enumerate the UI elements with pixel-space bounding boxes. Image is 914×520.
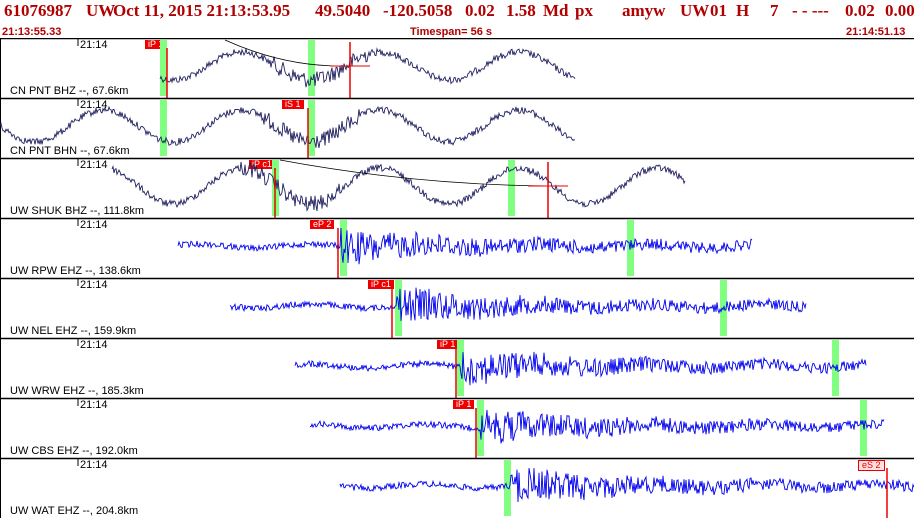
phase-pick-tag[interactable]: iP 1	[145, 40, 167, 49]
waveform-canvas[interactable]	[0, 38, 914, 520]
waveform-trace	[177, 227, 753, 265]
event-network: UW	[86, 1, 116, 20]
channel-label: UW SHUK BHZ --, 111.8km	[10, 205, 145, 217]
waveform-trace	[294, 351, 867, 386]
theoretical-arrival-marker	[308, 100, 315, 156]
phase-pick-tag[interactable]: iP 1	[437, 340, 459, 349]
travel-time-curve	[224, 39, 341, 67]
event-quality: H	[736, 1, 750, 20]
phase-pick-tag[interactable]: iP c1	[368, 280, 394, 289]
theoretical-arrival-marker	[340, 220, 347, 276]
event-err: 0.00	[885, 1, 914, 20]
event-id: 61076987	[4, 1, 72, 20]
event-type: px	[575, 1, 593, 20]
channel-label: UW RPW EHZ --, 138.6km	[10, 265, 141, 277]
phase-pick-tag[interactable]: iP c1	[249, 160, 275, 169]
channel-label: UW WRW EHZ --, 185.3km	[10, 385, 144, 397]
event-rms: 0.02	[845, 1, 875, 20]
event-version: 01	[710, 1, 727, 20]
event-count: 7	[770, 1, 779, 20]
end-time: 21:14:51.13	[846, 26, 906, 38]
event-mag-type: Md	[543, 1, 569, 20]
travel-time-curve	[279, 159, 561, 187]
panel-time-label: 21:14	[80, 399, 108, 411]
event-latitude: 49.5040	[315, 1, 371, 20]
waveform-trace	[229, 287, 807, 321]
event-header: 61076987 UW Oct 11, 2015 21:13:53.95 49.…	[0, 0, 914, 26]
event-depth: 0.02	[465, 1, 495, 20]
channel-label: UW NEL EHZ --, 159.9km	[10, 325, 137, 337]
waveform-trace	[309, 409, 885, 444]
waveform-trace	[339, 468, 914, 503]
theoretical-arrival-marker	[308, 40, 315, 96]
panel-time-label: 21:14	[80, 279, 108, 291]
waveform-trace	[159, 47, 576, 88]
waveform-trace	[111, 161, 686, 212]
event-dashes: - - ---	[792, 1, 829, 20]
panel-time-label: 21:14	[80, 99, 108, 111]
channel-label: CN PNT BHZ --, 67.6km	[10, 85, 129, 97]
event-magnitude: 1.58	[506, 1, 536, 20]
seismogram-panels[interactable]: 21:14 CN PNT BHZ --, 67.6km iP 1 21:14 CN PN…	[0, 38, 914, 520]
panel-time-label: 21:14	[80, 39, 108, 51]
phase-pick-tag[interactable]: eS 2	[858, 460, 885, 471]
panel-time-label: 21:14	[80, 339, 108, 351]
theoretical-arrival-marker	[160, 100, 167, 156]
event-longitude: -120.5058	[383, 1, 453, 20]
panel-time-label: 21:14	[80, 219, 108, 231]
timespan-label: Timespan= 56 s	[410, 26, 493, 38]
theoretical-arrival-marker	[160, 40, 167, 96]
event-author: amyw	[622, 1, 666, 20]
event-datetime: Oct 11, 2015 21:13:53.95	[113, 1, 291, 20]
phase-pick-tag[interactable]: eP 2	[310, 220, 335, 229]
channel-label: UW WAT EHZ --, 204.8km	[10, 505, 139, 517]
phase-pick-tag[interactable]: iS 1	[282, 100, 304, 109]
event-source: UW	[680, 1, 710, 20]
channel-label: CN PNT BHN --, 67.6km	[10, 145, 130, 157]
phase-pick-tag[interactable]: iP 1	[453, 400, 475, 409]
panel-time-label: 21:14	[80, 459, 108, 471]
panel-time-label: 21:14	[80, 159, 108, 171]
channel-label: UW CBS EHZ --, 192.0km	[10, 445, 138, 457]
waveform-trace	[0, 105, 576, 148]
theoretical-arrival-marker	[508, 160, 515, 216]
theoretical-arrival-marker	[477, 400, 484, 456]
start-time: 21:13:55.33	[2, 26, 62, 38]
